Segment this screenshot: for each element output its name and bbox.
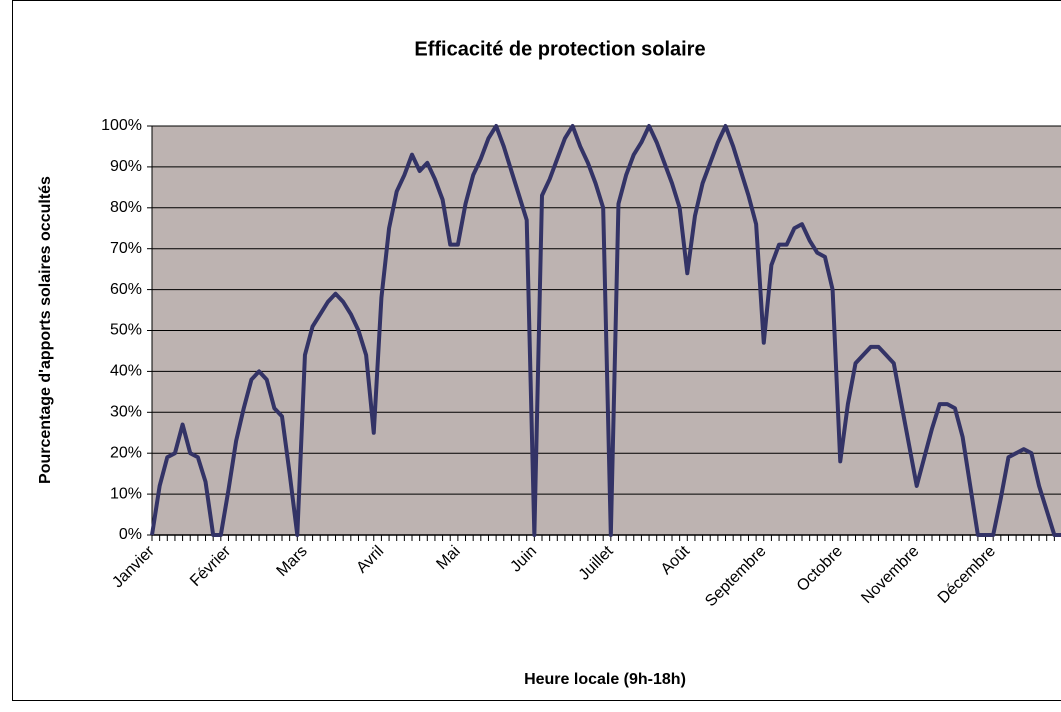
- y-tick-label: 90%: [110, 158, 142, 175]
- data-line: [150, 124, 1061, 537]
- y-tick-label: 80%: [110, 199, 142, 216]
- chart-title: Efficacité de protection solaire: [414, 38, 705, 60]
- y-tick-label: 50%: [110, 322, 142, 339]
- y-tick-label: 10%: [110, 485, 142, 502]
- y-tick-label: 0%: [119, 526, 142, 543]
- y-axis-label: Pourcentage d'apports solaires occultés: [37, 176, 54, 484]
- x-axis-label: Heure locale (9h-18h): [524, 671, 686, 688]
- y-tick-label: 100%: [101, 117, 142, 134]
- y-tick-label: 60%: [110, 281, 142, 298]
- y-tick-label: 20%: [110, 444, 142, 461]
- y-tick-label: 30%: [110, 404, 142, 421]
- y-tick-label: 40%: [110, 363, 142, 380]
- y-tick-label: 70%: [110, 240, 142, 257]
